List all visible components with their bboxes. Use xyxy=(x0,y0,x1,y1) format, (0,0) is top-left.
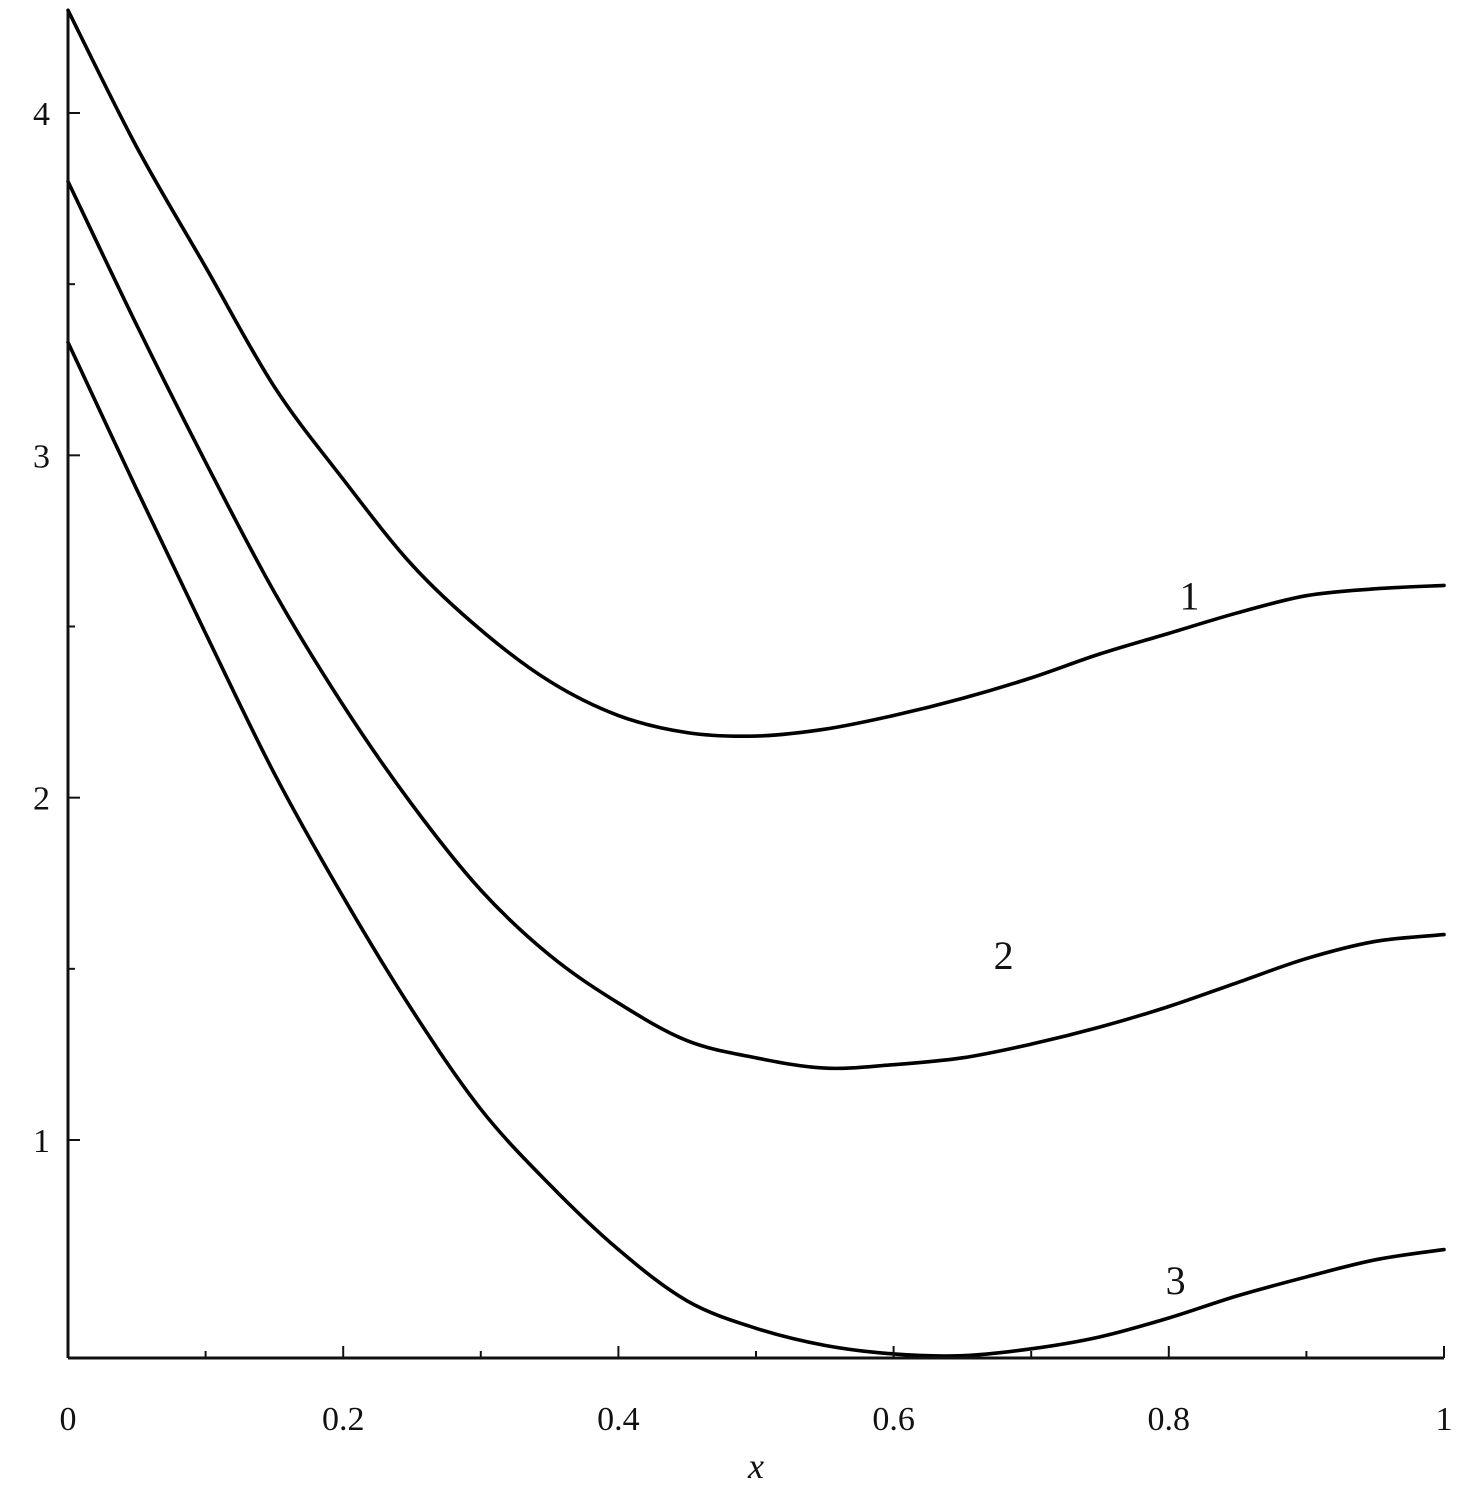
x-tick-label: 0.8 xyxy=(1148,1401,1191,1438)
x-tick-label: 0.6 xyxy=(872,1401,915,1438)
series-label-1: 1 xyxy=(1179,573,1199,618)
axes-layer xyxy=(66,12,1445,1360)
x-tick-label: 1 xyxy=(1436,1401,1453,1438)
x-tick-label: 0.2 xyxy=(322,1401,365,1438)
labels-layer: 1 2 3 0 0.2 0.4 0.6 0.8 1 1 2 3 4 x xyxy=(33,96,1453,1486)
series-label-2: 2 xyxy=(994,933,1014,978)
y-tick-label: 4 xyxy=(33,96,50,133)
y-tick-label: 2 xyxy=(33,781,50,818)
series-line-2 xyxy=(66,179,1446,1071)
x-tick-label: 0.4 xyxy=(597,1401,640,1438)
series-line-3 xyxy=(66,340,1446,1358)
y-tick-label: 1 xyxy=(33,1123,50,1160)
x-tick-label: 0 xyxy=(60,1401,77,1438)
series-line-1 xyxy=(66,8,1446,739)
x-axis-label: x xyxy=(747,1446,764,1486)
series-label-3: 3 xyxy=(1166,1258,1186,1303)
y-tick-label: 3 xyxy=(33,438,50,475)
curves-layer xyxy=(66,8,1446,1358)
